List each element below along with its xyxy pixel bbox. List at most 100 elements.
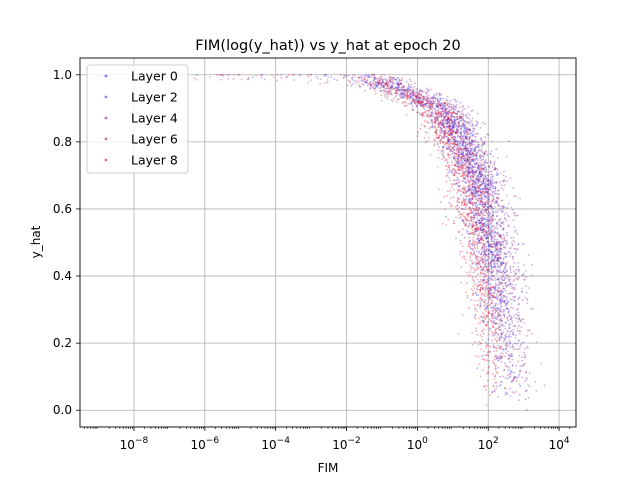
scatter-point bbox=[491, 391, 494, 393]
scatter-point bbox=[527, 396, 530, 399]
scatter-point bbox=[196, 74, 199, 76]
scatter-point bbox=[476, 192, 478, 195]
scatter-point bbox=[457, 164, 460, 167]
scatter-point bbox=[437, 105, 440, 108]
scatter-point bbox=[497, 189, 500, 192]
scatter-point bbox=[418, 89, 421, 91]
scatter-point bbox=[495, 181, 498, 183]
scatter-point bbox=[487, 315, 489, 318]
scatter-point bbox=[506, 284, 509, 287]
scatter-point bbox=[508, 309, 510, 312]
scatter-point bbox=[458, 173, 461, 175]
scatter-point bbox=[467, 179, 469, 182]
scatter-point bbox=[310, 73, 313, 76]
scatter-point bbox=[452, 168, 455, 170]
scatter-point bbox=[499, 318, 502, 321]
scatter-point bbox=[494, 230, 496, 233]
scatter-point bbox=[509, 292, 511, 295]
scatter-point bbox=[490, 153, 492, 155]
scatter-point bbox=[461, 152, 464, 155]
scatter-point bbox=[524, 269, 527, 272]
scatter-point bbox=[486, 305, 489, 308]
scatter-point bbox=[515, 313, 518, 315]
scatter-point bbox=[422, 100, 425, 103]
scatter-point bbox=[495, 249, 497, 252]
scatter-point bbox=[482, 261, 485, 264]
scatter-point bbox=[503, 206, 506, 209]
scatter-point bbox=[487, 193, 489, 196]
scatter-point bbox=[469, 253, 472, 256]
scatter-point bbox=[429, 102, 432, 104]
scatter-point bbox=[490, 237, 492, 240]
scatter-point bbox=[453, 145, 456, 148]
scatter-point bbox=[478, 189, 481, 192]
scatter-point bbox=[459, 250, 461, 253]
scatter-point bbox=[478, 145, 480, 148]
scatter-point bbox=[443, 115, 446, 118]
scatter-point bbox=[481, 336, 483, 338]
scatter-point bbox=[515, 390, 518, 393]
scatter-point bbox=[497, 203, 500, 206]
scatter-point bbox=[395, 78, 397, 81]
scatter-point bbox=[441, 107, 444, 110]
scatter-point bbox=[481, 255, 484, 258]
scatter-point bbox=[429, 114, 432, 116]
scatter-point bbox=[432, 125, 434, 128]
scatter-point bbox=[489, 297, 491, 300]
scatter-point bbox=[466, 136, 469, 138]
scatter-point bbox=[466, 116, 468, 118]
scatter-point bbox=[487, 192, 490, 195]
scatter-point bbox=[419, 100, 422, 102]
scatter-point bbox=[480, 260, 483, 262]
scatter-point bbox=[452, 156, 454, 158]
scatter-point bbox=[477, 194, 480, 196]
scatter-point bbox=[464, 167, 466, 170]
scatter-point bbox=[451, 124, 454, 127]
scatter-point bbox=[464, 114, 467, 117]
scatter-point bbox=[446, 174, 449, 177]
scatter-point bbox=[491, 296, 494, 298]
scatter-point bbox=[413, 93, 416, 96]
scatter-point bbox=[482, 158, 484, 161]
scatter-point bbox=[496, 211, 499, 214]
scatter-point bbox=[489, 229, 491, 232]
scatter-point bbox=[487, 244, 490, 247]
scatter-point bbox=[369, 88, 372, 90]
scatter-point bbox=[443, 118, 445, 121]
scatter-point bbox=[490, 313, 493, 316]
scatter-point bbox=[466, 149, 469, 152]
scatter-point bbox=[465, 143, 467, 146]
scatter-point bbox=[444, 208, 446, 211]
scatter-point bbox=[465, 191, 468, 194]
scatter-point bbox=[474, 195, 477, 198]
scatter-point bbox=[467, 105, 470, 108]
scatter-point bbox=[453, 157, 456, 159]
scatter-point bbox=[496, 260, 499, 263]
scatter-point bbox=[248, 77, 250, 79]
scatter-point bbox=[473, 185, 476, 188]
scatter-point bbox=[465, 128, 468, 131]
scatter-point bbox=[467, 172, 469, 174]
scatter-point bbox=[447, 176, 450, 179]
scatter-point bbox=[431, 109, 434, 112]
scatter-point bbox=[511, 319, 514, 322]
scatter-point bbox=[458, 132, 461, 135]
scatter-point bbox=[415, 96, 417, 98]
scatter-point bbox=[492, 195, 494, 197]
scatter-point bbox=[506, 296, 508, 299]
scatter-point bbox=[485, 209, 488, 211]
scatter-point bbox=[502, 221, 505, 224]
scatter-point bbox=[398, 86, 400, 89]
scatter-point bbox=[493, 350, 496, 353]
scatter-point bbox=[476, 245, 479, 247]
scatter-point bbox=[487, 281, 489, 284]
scatter-point bbox=[416, 96, 419, 98]
scatter-point bbox=[368, 82, 371, 84]
scatter-point bbox=[498, 255, 501, 257]
scatter-point bbox=[455, 128, 458, 131]
scatter-point bbox=[429, 97, 432, 100]
scatter-point bbox=[515, 268, 518, 271]
scatter-point bbox=[489, 226, 491, 229]
scatter-point bbox=[504, 364, 507, 367]
scatter-point bbox=[477, 168, 480, 171]
